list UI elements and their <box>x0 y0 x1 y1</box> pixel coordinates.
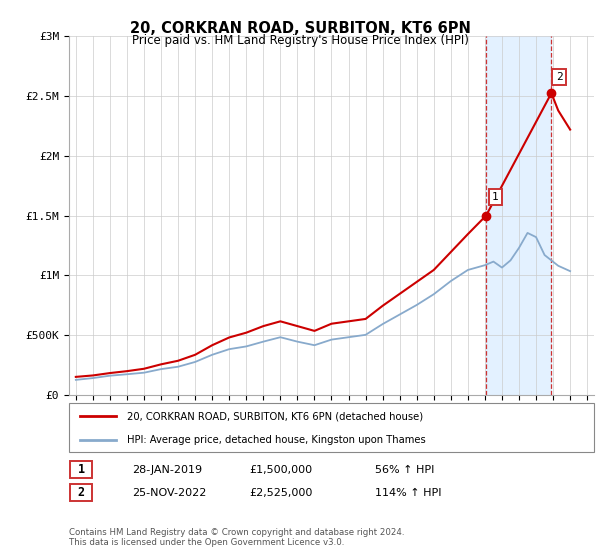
Text: HPI: Average price, detached house, Kingston upon Thames: HPI: Average price, detached house, King… <box>127 435 425 445</box>
FancyBboxPatch shape <box>69 403 594 452</box>
Text: £1,500,000: £1,500,000 <box>249 465 312 475</box>
Text: 1: 1 <box>77 463 85 477</box>
FancyBboxPatch shape <box>70 461 92 478</box>
Text: Price paid vs. HM Land Registry's House Price Index (HPI): Price paid vs. HM Land Registry's House … <box>131 34 469 46</box>
Text: £2,525,000: £2,525,000 <box>249 488 313 498</box>
Text: 2: 2 <box>556 72 562 82</box>
Text: 20, CORKRAN ROAD, SURBITON, KT6 6PN (detached house): 20, CORKRAN ROAD, SURBITON, KT6 6PN (det… <box>127 411 423 421</box>
Text: Contains HM Land Registry data © Crown copyright and database right 2024.
This d: Contains HM Land Registry data © Crown c… <box>69 528 404 547</box>
Text: 28-JAN-2019: 28-JAN-2019 <box>132 465 202 475</box>
Text: 114% ↑ HPI: 114% ↑ HPI <box>375 488 442 498</box>
Text: 2: 2 <box>77 486 85 500</box>
Bar <box>486 36 551 395</box>
Text: 25-NOV-2022: 25-NOV-2022 <box>132 488 206 498</box>
Text: 1: 1 <box>492 192 499 202</box>
Text: 56% ↑ HPI: 56% ↑ HPI <box>375 465 434 475</box>
FancyBboxPatch shape <box>70 484 92 501</box>
Text: 20, CORKRAN ROAD, SURBITON, KT6 6PN: 20, CORKRAN ROAD, SURBITON, KT6 6PN <box>130 21 470 36</box>
